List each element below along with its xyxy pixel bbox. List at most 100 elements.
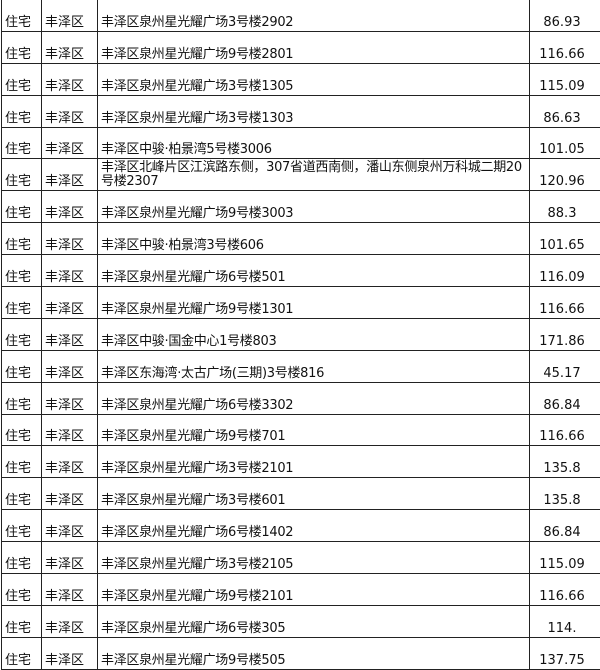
table-row: 住宅丰泽区丰泽区北峰片区江滨路东侧，307省道西南侧，潘山东侧泉州万科城二期20… (2, 159, 600, 191)
area-cell: 115.09 (530, 63, 600, 95)
area-cell: 86.84 (530, 382, 600, 414)
address-cell: 丰泽区泉州星光耀广场9号楼505 (98, 637, 530, 669)
district-cell: 丰泽区 (42, 542, 98, 574)
area-cell: 45.17 (530, 350, 600, 382)
district-cell: 丰泽区 (42, 255, 98, 287)
address-cell: 丰泽区泉州星光耀广场9号楼701 (98, 414, 530, 446)
district-cell: 丰泽区 (42, 287, 98, 319)
area-cell: 137.75 (530, 637, 600, 669)
address-cell: 丰泽区北峰片区江滨路东侧，307省道西南侧，潘山东侧泉州万科城二期20号楼230… (98, 159, 530, 191)
area-cell: 116.66 (530, 287, 600, 319)
area-cell: 120.96 (530, 159, 600, 191)
district-cell: 丰泽区 (42, 0, 98, 31)
type-cell: 住宅 (2, 63, 42, 95)
address-cell: 丰泽区泉州星光耀广场6号楼501 (98, 255, 530, 287)
address-cell: 丰泽区泉州星光耀广场3号楼2105 (98, 542, 530, 574)
type-cell: 住宅 (2, 478, 42, 510)
district-cell: 丰泽区 (42, 446, 98, 478)
district-cell: 丰泽区 (42, 63, 98, 95)
type-cell: 住宅 (2, 255, 42, 287)
type-cell: 住宅 (2, 31, 42, 63)
address-cell: 丰泽区泉州星光耀广场6号楼3302 (98, 382, 530, 414)
address-cell: 丰泽区泉州星光耀广场3号楼1303 (98, 95, 530, 127)
district-cell: 丰泽区 (42, 605, 98, 637)
area-cell: 135.8 (530, 478, 600, 510)
type-cell: 住宅 (2, 223, 42, 255)
address-cell: 丰泽区泉州星光耀广场9号楼2801 (98, 31, 530, 63)
district-cell: 丰泽区 (42, 382, 98, 414)
address-cell: 丰泽区泉州星光耀广场9号楼2101 (98, 574, 530, 606)
address-cell: 丰泽区泉州星光耀广场3号楼601 (98, 478, 530, 510)
type-cell: 住宅 (2, 191, 42, 223)
address-cell: 丰泽区泉州星光耀广场6号楼1402 (98, 510, 530, 542)
district-cell: 丰泽区 (42, 223, 98, 255)
type-cell: 住宅 (2, 637, 42, 669)
type-cell: 住宅 (2, 605, 42, 637)
address-cell: 丰泽区中骏·柏景湾5号楼3006 (98, 127, 530, 159)
area-cell: 135.8 (530, 446, 600, 478)
area-cell: 114. (530, 605, 600, 637)
area-cell: 101.05 (530, 127, 600, 159)
type-cell: 住宅 (2, 414, 42, 446)
area-cell: 116.66 (530, 574, 600, 606)
district-cell: 丰泽区 (42, 318, 98, 350)
type-cell: 住宅 (2, 510, 42, 542)
type-cell: 住宅 (2, 95, 42, 127)
type-cell: 住宅 (2, 318, 42, 350)
area-cell: 116.66 (530, 31, 600, 63)
district-cell: 丰泽区 (42, 191, 98, 223)
area-cell: 115.09 (530, 542, 600, 574)
address-cell: 丰泽区泉州星光耀广场3号楼2902 (98, 0, 530, 31)
address-cell: 丰泽区泉州星光耀广场3号楼1305 (98, 63, 530, 95)
district-cell: 丰泽区 (42, 414, 98, 446)
type-cell: 住宅 (2, 127, 42, 159)
type-cell: 住宅 (2, 574, 42, 606)
area-cell: 116.66 (530, 414, 600, 446)
address-cell: 丰泽区中骏·国金中心1号楼803 (98, 318, 530, 350)
address-cell: 丰泽区中骏·柏景湾3号楼606 (98, 223, 530, 255)
district-cell: 丰泽区 (42, 510, 98, 542)
area-cell: 116.09 (530, 255, 600, 287)
district-cell: 丰泽区 (42, 127, 98, 159)
district-cell: 丰泽区 (42, 574, 98, 606)
address-cell: 丰泽区泉州星光耀广场3号楼2101 (98, 446, 530, 478)
area-cell: 86.63 (530, 95, 600, 127)
address-cell: 丰泽区泉州星光耀广场9号楼1301 (98, 287, 530, 319)
address-cell: 丰泽区泉州星光耀广场6号楼305 (98, 605, 530, 637)
type-cell: 住宅 (2, 350, 42, 382)
type-cell: 住宅 (2, 542, 42, 574)
district-cell: 丰泽区 (42, 637, 98, 669)
district-cell: 丰泽区 (42, 350, 98, 382)
type-cell: 住宅 (2, 0, 42, 31)
area-cell: 171.86 (530, 318, 600, 350)
district-cell: 丰泽区 (42, 478, 98, 510)
district-cell: 丰泽区 (42, 31, 98, 63)
type-cell: 住宅 (2, 382, 42, 414)
address-cell: 丰泽区东海湾·太古广场(三期)3号楼816 (98, 350, 530, 382)
type-cell: 住宅 (2, 446, 42, 478)
area-cell: 86.93 (530, 0, 600, 31)
area-cell: 86.84 (530, 510, 600, 542)
district-cell: 丰泽区 (42, 159, 98, 191)
